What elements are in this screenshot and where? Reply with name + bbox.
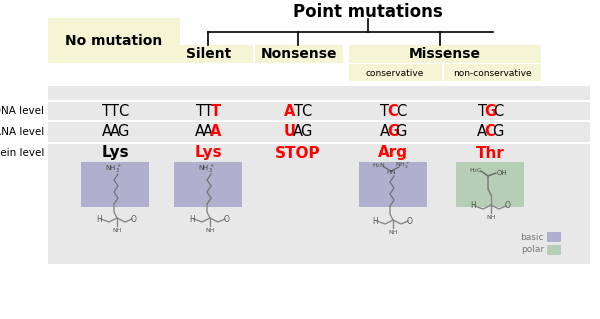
- Text: A: A: [203, 124, 213, 139]
- Text: G: G: [484, 103, 496, 118]
- Text: A: A: [195, 124, 205, 139]
- Text: Nonsense: Nonsense: [261, 47, 337, 61]
- Text: A: A: [380, 124, 390, 139]
- Text: No mutation: No mutation: [65, 34, 163, 48]
- Text: A: A: [211, 124, 221, 139]
- Text: mRNA level: mRNA level: [0, 127, 44, 137]
- Text: DNA level: DNA level: [0, 106, 44, 116]
- FancyBboxPatch shape: [48, 18, 180, 63]
- Text: G: G: [118, 124, 128, 139]
- FancyBboxPatch shape: [165, 45, 253, 63]
- Text: A: A: [293, 124, 303, 139]
- Text: C: C: [485, 124, 496, 139]
- Text: O: O: [407, 217, 413, 226]
- Text: C: C: [301, 103, 311, 118]
- Text: Thr: Thr: [476, 145, 505, 160]
- Text: H$_2$N: H$_2$N: [372, 161, 386, 170]
- FancyBboxPatch shape: [81, 162, 149, 207]
- Text: Silent: Silent: [187, 47, 232, 61]
- Text: STOP: STOP: [275, 145, 321, 160]
- Text: NH$_3^+$: NH$_3^+$: [104, 163, 121, 175]
- Text: T: T: [478, 103, 487, 118]
- Text: NH: NH: [205, 228, 215, 233]
- Text: T: T: [380, 103, 389, 118]
- Text: A: A: [284, 103, 296, 118]
- Text: T: T: [110, 103, 119, 118]
- FancyBboxPatch shape: [444, 64, 541, 81]
- Text: polar: polar: [521, 246, 544, 255]
- FancyBboxPatch shape: [547, 245, 561, 255]
- Text: NH$_3^+$: NH$_3^+$: [197, 163, 214, 175]
- Text: A: A: [110, 124, 120, 139]
- Text: basic: basic: [521, 233, 544, 241]
- Text: O: O: [224, 214, 230, 224]
- Text: H: H: [372, 217, 378, 226]
- Text: T: T: [211, 103, 221, 118]
- Text: H: H: [96, 214, 102, 224]
- Text: H: H: [189, 214, 195, 224]
- Text: O: O: [505, 202, 511, 211]
- Text: C: C: [118, 103, 128, 118]
- Text: A: A: [477, 124, 487, 139]
- Text: Lys: Lys: [101, 145, 129, 160]
- FancyBboxPatch shape: [349, 64, 442, 81]
- FancyBboxPatch shape: [349, 45, 541, 63]
- Text: U: U: [284, 124, 296, 139]
- FancyBboxPatch shape: [359, 162, 427, 207]
- Text: G: G: [493, 124, 503, 139]
- FancyBboxPatch shape: [255, 45, 343, 63]
- Text: Arg: Arg: [378, 145, 408, 160]
- FancyBboxPatch shape: [456, 162, 524, 207]
- Text: conservative: conservative: [366, 69, 424, 78]
- Text: H: H: [470, 202, 476, 211]
- Text: H$_3$C: H$_3$C: [469, 167, 483, 175]
- Text: NH$_2^+$: NH$_2^+$: [395, 161, 410, 171]
- FancyBboxPatch shape: [174, 162, 242, 207]
- Text: T: T: [103, 103, 112, 118]
- Text: protein level: protein level: [0, 148, 44, 158]
- Text: T: T: [203, 103, 212, 118]
- Text: OH: OH: [497, 170, 508, 176]
- Text: NH: NH: [112, 228, 122, 233]
- Text: non-conservative: non-conservative: [452, 69, 532, 78]
- Text: T: T: [196, 103, 205, 118]
- Text: C: C: [388, 103, 398, 118]
- Text: O: O: [131, 214, 137, 224]
- Text: Lys: Lys: [194, 145, 222, 160]
- FancyBboxPatch shape: [547, 232, 561, 242]
- Text: NH: NH: [388, 230, 398, 235]
- Text: A: A: [102, 124, 112, 139]
- Text: Point mutations: Point mutations: [293, 3, 443, 21]
- Text: NH: NH: [486, 215, 496, 220]
- Text: G: G: [301, 124, 311, 139]
- Text: Missense: Missense: [409, 47, 481, 61]
- Text: T: T: [293, 103, 302, 118]
- Text: G: G: [387, 124, 399, 139]
- Text: C: C: [493, 103, 503, 118]
- FancyBboxPatch shape: [48, 86, 590, 264]
- Text: G: G: [395, 124, 407, 139]
- Text: HN: HN: [386, 170, 396, 175]
- Text: C: C: [396, 103, 406, 118]
